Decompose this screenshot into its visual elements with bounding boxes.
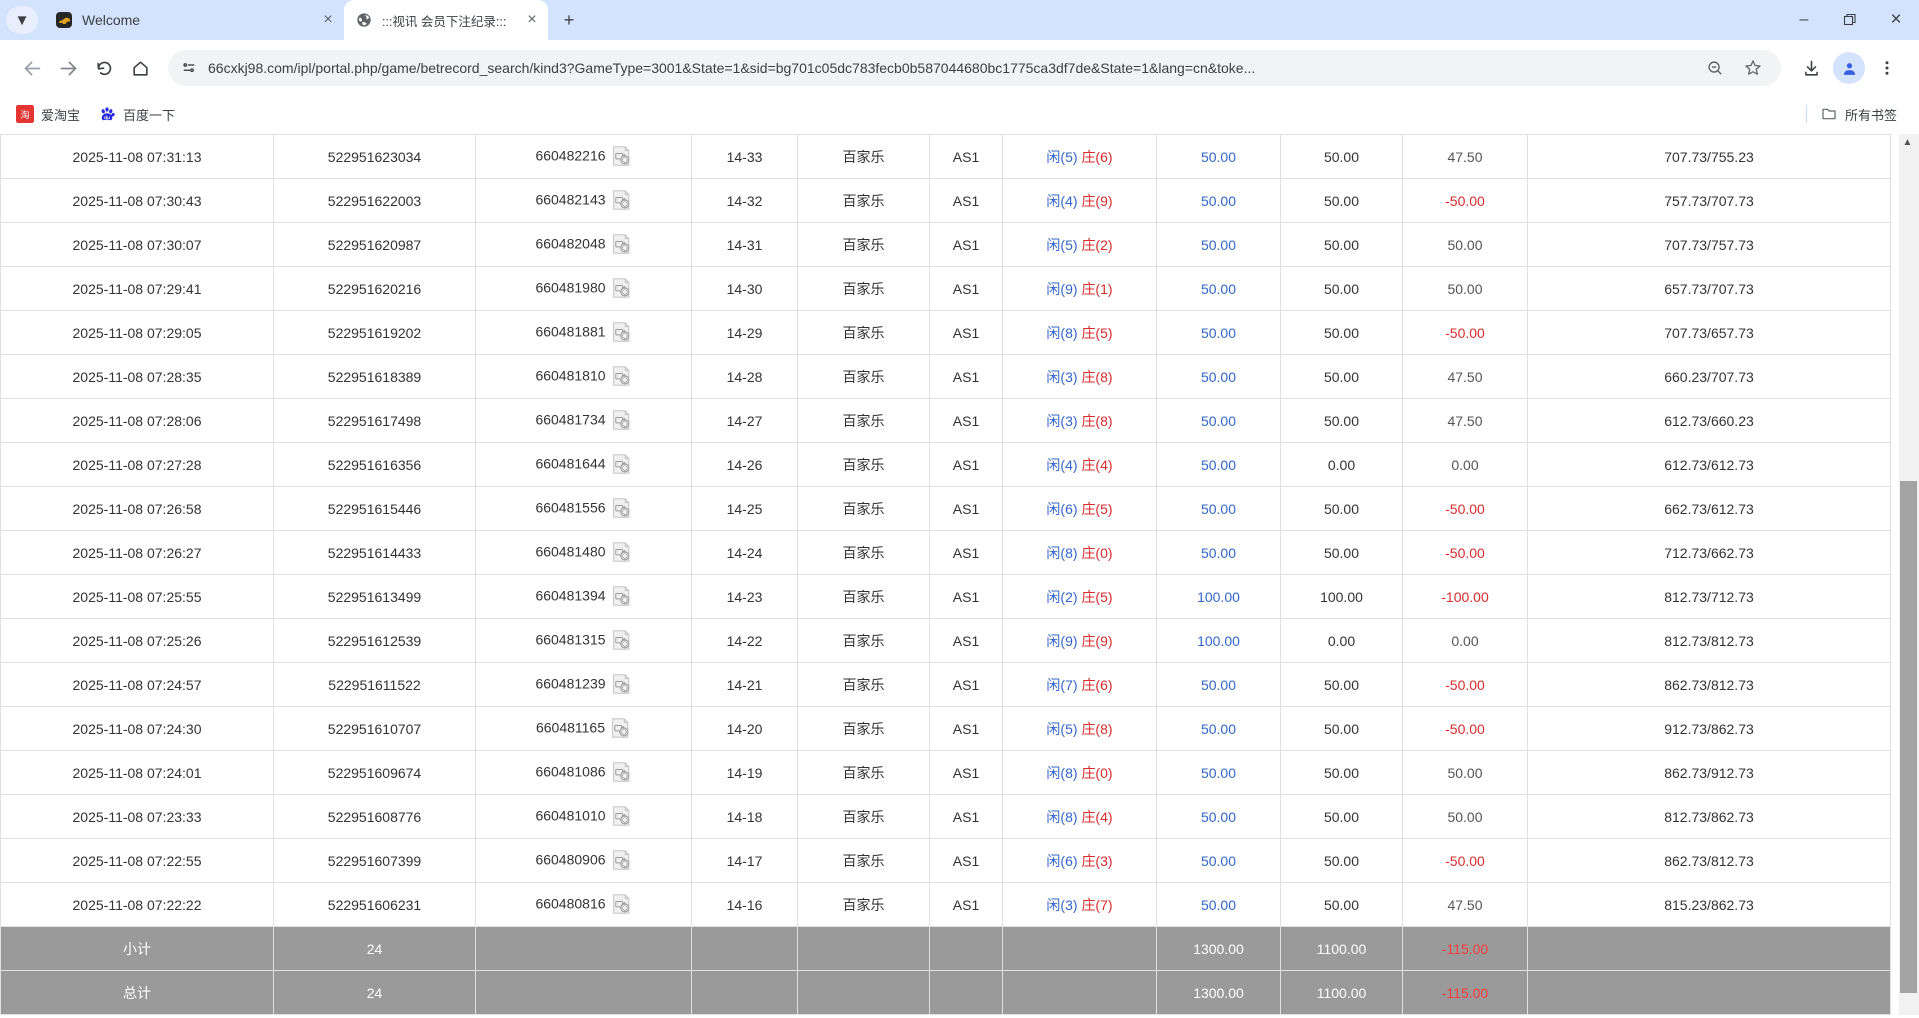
svg-text:du: du [104,115,110,121]
svg-text:淘: 淘 [20,109,29,120]
